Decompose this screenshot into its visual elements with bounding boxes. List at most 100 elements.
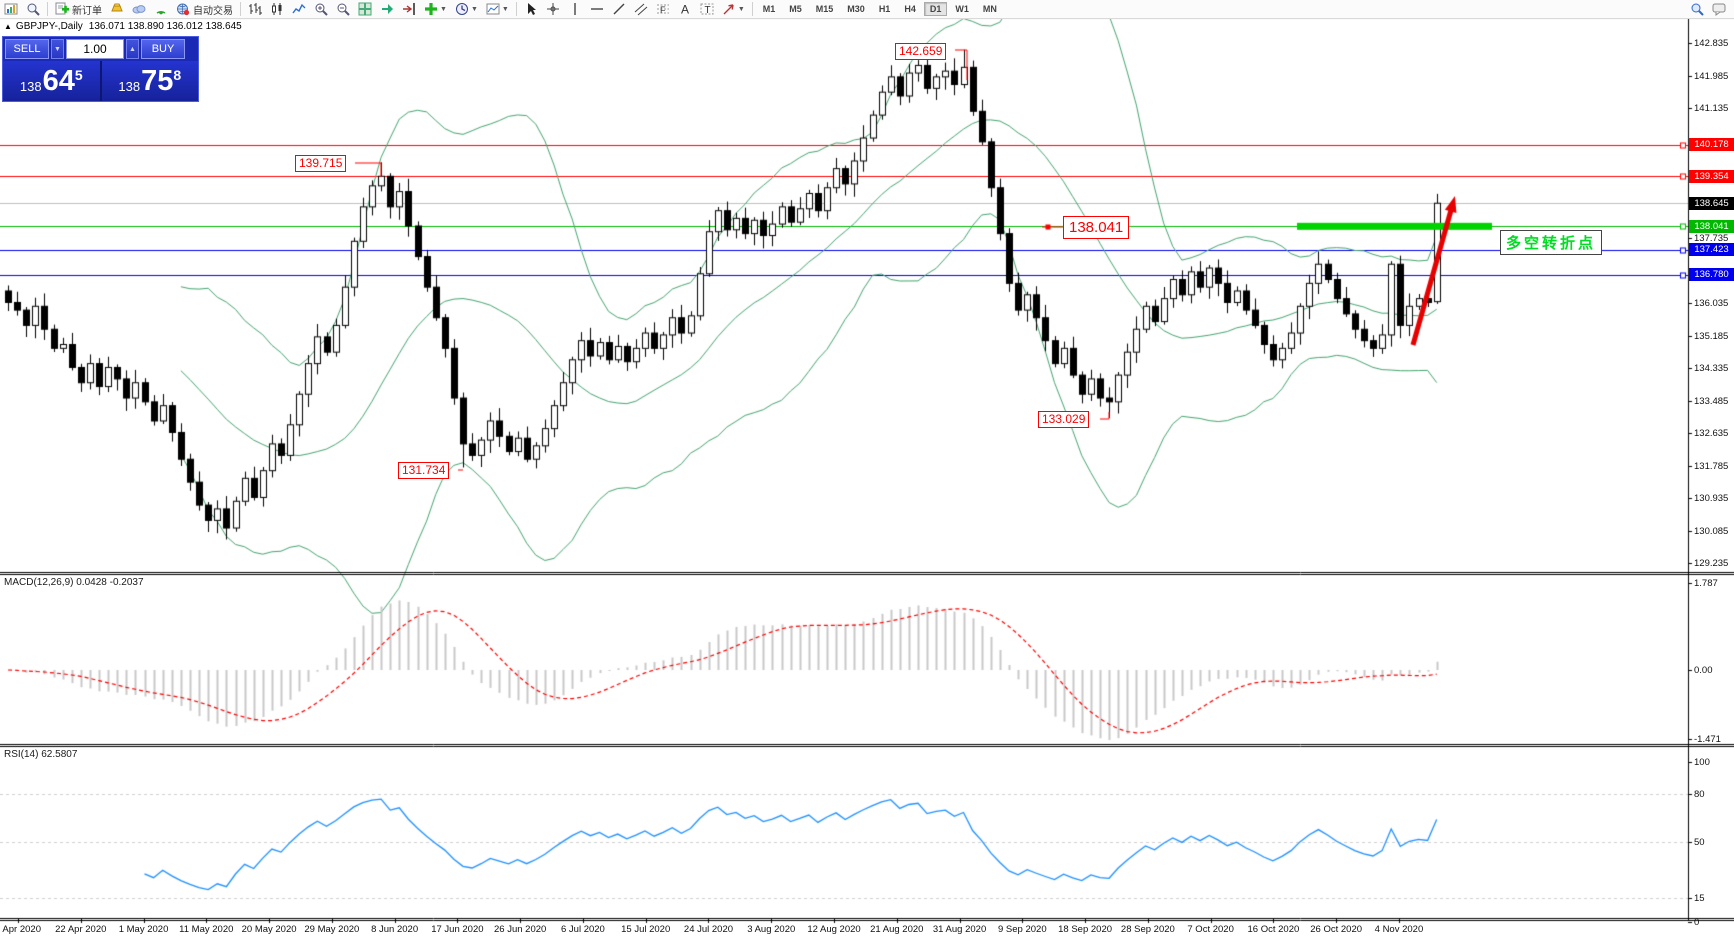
toolbar-vertical-line-button[interactable] xyxy=(565,0,585,18)
toolbar-fibonacci-button[interactable]: F xyxy=(653,0,673,18)
auto-scroll-icon xyxy=(382,4,393,14)
buy-price[interactable]: 138 75 8 xyxy=(102,61,199,101)
arrows-icon xyxy=(723,4,734,15)
time-axis-label: 31 Aug 2020 xyxy=(932,924,987,935)
timeframe-m15-button[interactable]: M15 xyxy=(815,4,834,14)
rsi-axis-tick: 15 xyxy=(1694,893,1705,904)
time-axis-label: 9 Sep 2020 xyxy=(998,924,1047,935)
toolbar-line-chart-button[interactable] xyxy=(289,0,309,18)
toolbar-text-label-button[interactable]: T xyxy=(697,0,717,18)
gold-icon xyxy=(111,3,123,12)
timeframe-m1-button[interactable]: M1 xyxy=(762,4,776,14)
text-label-icon: T xyxy=(700,3,714,16)
price-axis-tick: 135.185 xyxy=(1694,330,1729,342)
toolbar-auto-trading-button[interactable]: 自动交易 xyxy=(173,0,236,18)
toolbar-arrows-button[interactable]: ▼ xyxy=(719,0,748,18)
time-axis-label: 6 Jul 2020 xyxy=(561,924,605,935)
price-divider xyxy=(99,61,102,101)
buy-button[interactable]: BUY xyxy=(141,39,185,59)
volume-increase-button[interactable]: ▲ xyxy=(126,39,139,59)
price-callout-142-659[interactable]: 142.659 xyxy=(895,43,947,60)
toolbar-horizontal-line-button[interactable] xyxy=(587,0,607,18)
time-axis-label: 7 Oct 2020 xyxy=(1187,924,1234,935)
text-icon: A xyxy=(681,3,689,17)
note-bull-bear-turning-point[interactable]: 多空转折点 xyxy=(1500,230,1603,255)
toolbar-templates-button[interactable]: ▼ xyxy=(483,0,512,18)
toolbar-tile-windows-button[interactable] xyxy=(355,0,375,18)
toolbar-chart-shift-button[interactable] xyxy=(399,0,419,18)
toolbar-bar-chart-button[interactable] xyxy=(245,0,265,18)
crosshair-icon xyxy=(546,3,559,15)
price-axis-tag-138-041: 138.041 xyxy=(1689,219,1734,233)
price-callout-133-029[interactable]: 133.029 xyxy=(1038,411,1090,428)
price-callout-138-041[interactable]: 138.041 xyxy=(1063,216,1130,239)
volume-decrease-button[interactable]: ▼ xyxy=(51,39,64,59)
toolbar-separator xyxy=(751,2,753,16)
price-axis-tick: 141.135 xyxy=(1694,103,1729,115)
toolbar-new-order-button[interactable]: 新订单 xyxy=(52,0,105,18)
trendline-icon xyxy=(613,3,625,15)
sell-price-prefix: 138 xyxy=(19,78,42,94)
toolbar-zoom-in-button[interactable] xyxy=(311,0,331,18)
time-axis-label: 29 May 2020 xyxy=(304,924,360,935)
macd-axis-tick: 1.787 xyxy=(1694,578,1718,589)
toolbar-auto-scroll-button[interactable] xyxy=(377,0,397,18)
toolbar-zoom-out-button[interactable] xyxy=(333,0,353,18)
macd-axis-tick: 0.00 xyxy=(1694,665,1713,676)
buy-price-prefix: 138 xyxy=(118,78,141,94)
toolbar-trendline-button[interactable] xyxy=(609,0,629,18)
timeframe-m30-button[interactable]: M30 xyxy=(847,4,865,14)
price-axis-tag-139-354: 139.354 xyxy=(1689,169,1734,183)
toolbar-indicators-button[interactable]: ▼ xyxy=(421,0,450,18)
price-axis-tick: 130.085 xyxy=(1694,525,1729,537)
price-axis-tick: 142.835 xyxy=(1694,38,1729,50)
toolbar-candle-chart-button[interactable] xyxy=(267,0,287,18)
toolbar-cursor-button[interactable] xyxy=(521,0,541,18)
svg-text:A: A xyxy=(681,3,689,17)
toolbar-chat-button[interactable] xyxy=(1709,0,1729,18)
toolbar-gold-button[interactable] xyxy=(107,0,127,18)
time-axis-label: 17 Jun 2020 xyxy=(431,924,484,935)
toolbar-crosshair-button[interactable] xyxy=(543,0,563,18)
toolbar-channel-button[interactable] xyxy=(631,0,651,18)
volume-input[interactable] xyxy=(66,39,124,59)
sell-button[interactable]: SELL xyxy=(5,39,49,59)
toolbar-cloud-button[interactable] xyxy=(129,0,149,18)
rsi-axis-tick: 80 xyxy=(1694,789,1705,800)
time-axis-label: 15 Jul 2020 xyxy=(621,924,671,935)
toolbar-text-button[interactable]: A xyxy=(675,0,695,18)
toolbar-signals-button[interactable] xyxy=(151,0,171,18)
toolbar-market-watch-button[interactable] xyxy=(23,0,43,18)
timeframe-h4-button[interactable]: H4 xyxy=(904,4,916,14)
timeframe-h1-button[interactable]: H1 xyxy=(878,4,891,14)
price-axis-tick: 132.635 xyxy=(1694,428,1729,440)
price-callout-131-734[interactable]: 131.734 xyxy=(398,462,450,479)
price-axis-tag-136-780: 136.780 xyxy=(1689,268,1734,282)
time-axis-label: 3 Apr 2020 xyxy=(0,924,41,935)
zoom-out-icon xyxy=(337,3,350,16)
chart-header: ▲ GBPJPY-,Daily 136.071 138.890 136.012 13… xyxy=(4,21,242,32)
templates-icon xyxy=(486,3,500,15)
toolbar-search-button[interactable] xyxy=(1687,0,1707,18)
toolbar-chart-window-button[interactable] xyxy=(1,0,21,18)
toolbar-periods-button[interactable]: ▼ xyxy=(452,0,481,18)
chat-icon xyxy=(1712,3,1726,16)
indicators-icon xyxy=(425,3,437,15)
timeframe-w1-button[interactable]: W1 xyxy=(955,4,969,14)
price-callout-139-715[interactable]: 139.715 xyxy=(295,155,347,172)
time-axis-label: 3 Aug 2020 xyxy=(747,924,796,935)
time-axis-label: 20 May 2020 xyxy=(241,924,297,935)
timeframe-mn-button[interactable]: MN xyxy=(982,4,997,14)
signals-icon xyxy=(156,11,166,15)
sell-price[interactable]: 138 64 5 xyxy=(3,61,100,101)
toolbar-separator xyxy=(515,2,517,16)
price-axis-tick: 131.785 xyxy=(1694,460,1729,472)
timeframe-m5-button[interactable]: M5 xyxy=(789,4,802,14)
timeframe-d1-button[interactable]: D1 xyxy=(923,2,948,16)
one-click-collapse-icon[interactable]: ▲ xyxy=(4,22,12,31)
tile-windows-icon xyxy=(358,2,372,16)
dropdown-caret-icon: ▼ xyxy=(440,5,447,13)
time-axis-label: 18 Sep 2020 xyxy=(1058,924,1113,935)
